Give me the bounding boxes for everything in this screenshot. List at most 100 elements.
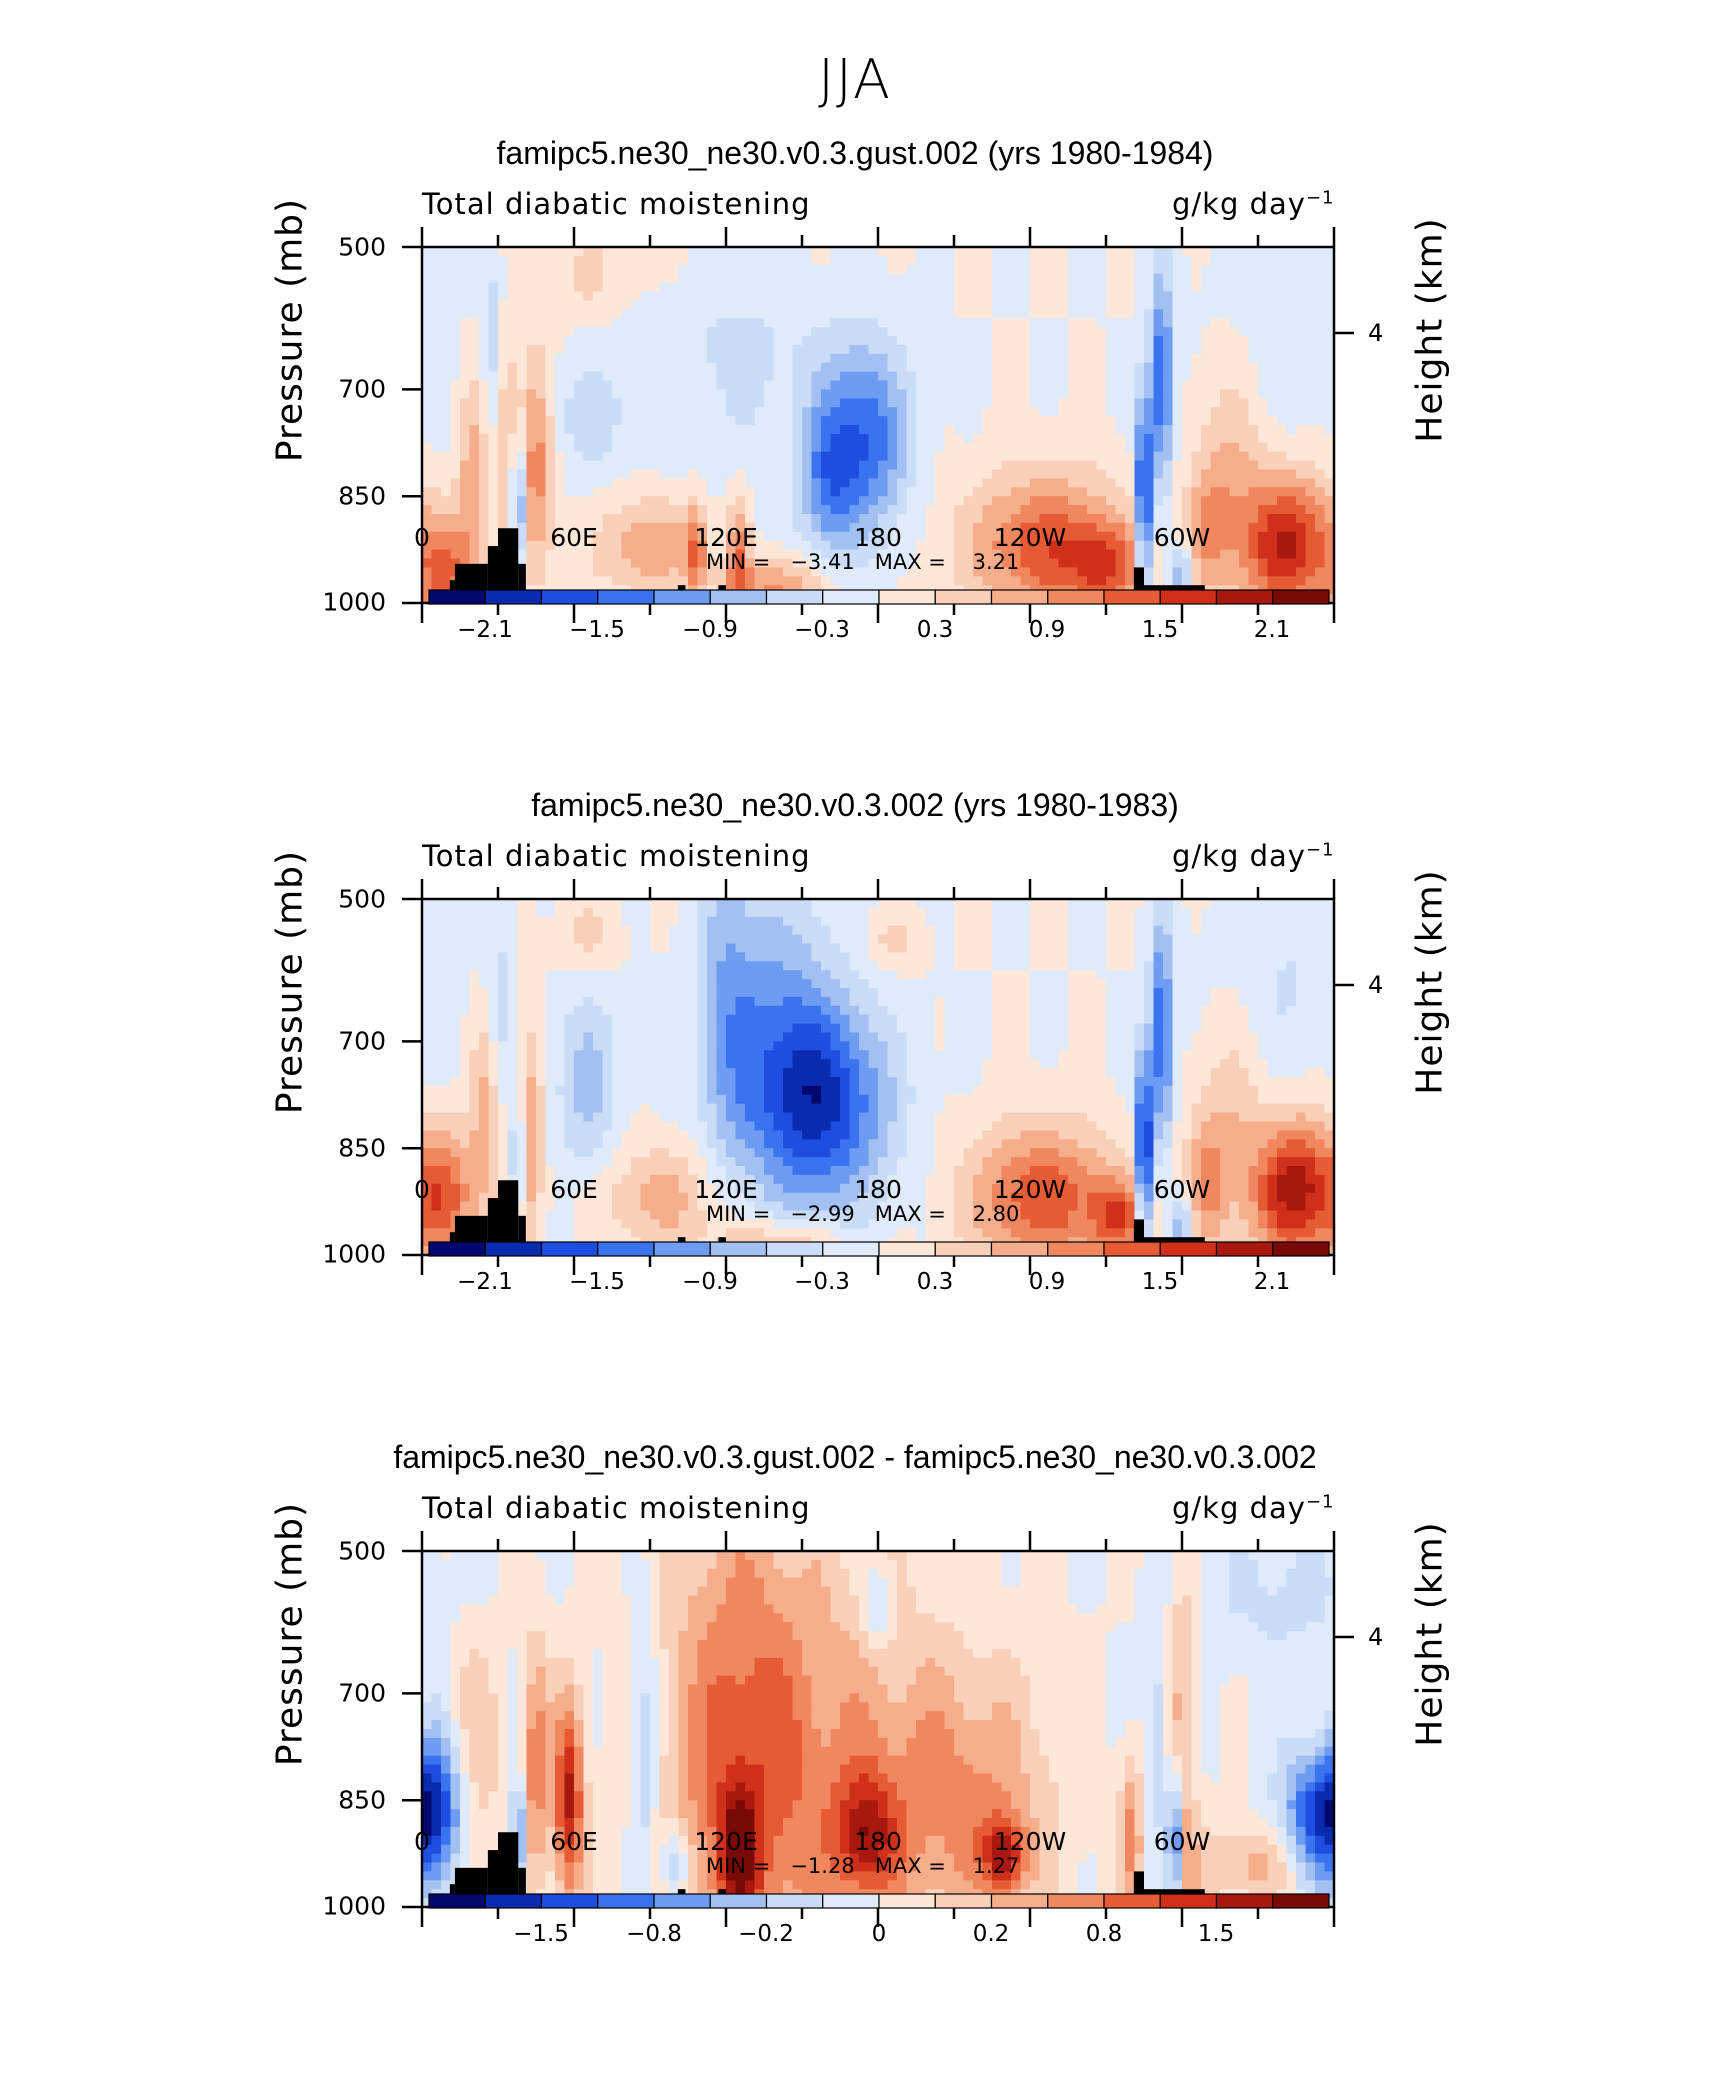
heatmap-cell — [622, 1059, 632, 1069]
heatmap-cell — [945, 514, 955, 524]
heatmap-cell — [764, 576, 774, 586]
heatmap-cell — [869, 381, 879, 391]
heatmap-cell — [869, 461, 879, 471]
heatmap-cell — [422, 478, 432, 488]
heatmap-cell — [973, 532, 983, 542]
heatmap-cell — [584, 1219, 594, 1229]
heatmap-cell — [1002, 363, 1012, 373]
heatmap-cell — [451, 327, 461, 337]
heatmap-cell — [527, 292, 537, 302]
heatmap-cell — [536, 1068, 546, 1078]
heatmap-cell — [1125, 559, 1135, 569]
heatmap-cell — [650, 1113, 660, 1123]
heatmap-cell — [717, 309, 727, 319]
heatmap-cell — [527, 541, 537, 551]
heatmap-cell — [964, 470, 974, 480]
heatmap-cell — [954, 487, 964, 497]
heatmap-cell — [631, 336, 641, 346]
heatmap-cell — [878, 452, 888, 462]
heatmap-cell — [1211, 541, 1221, 551]
heatmap-cell — [1106, 327, 1116, 337]
heatmap-cell — [1144, 487, 1154, 497]
heatmap-cell — [1268, 363, 1278, 373]
heatmap-cell — [1068, 470, 1078, 480]
heatmap-cell — [1125, 567, 1135, 577]
heatmap-cell — [1087, 363, 1097, 373]
heatmap-cell — [565, 1059, 575, 1069]
heatmap-cell — [840, 389, 850, 399]
heatmap-cell — [574, 487, 584, 497]
heatmap-cell — [1078, 407, 1088, 417]
heatmap-cell — [878, 336, 888, 346]
heatmap-cell — [1277, 559, 1287, 569]
heatmap-cell — [517, 505, 527, 514]
heatmap-cell — [907, 292, 917, 302]
heatmap-cell — [1211, 461, 1221, 471]
heatmap-cell — [1002, 309, 1012, 319]
heatmap-cell — [1211, 265, 1221, 275]
heatmap-cell — [641, 576, 651, 586]
heatmap-cell — [660, 470, 670, 480]
heatmap-cell — [631, 988, 641, 998]
heatmap-cell — [1182, 434, 1192, 444]
heatmap-cell — [584, 988, 594, 998]
heatmap-cell — [669, 997, 679, 1007]
heatmap-cell — [1135, 354, 1145, 364]
heatmap-cell — [489, 1050, 499, 1060]
heatmap-cell — [802, 541, 812, 551]
heatmap-cell — [498, 478, 508, 488]
heatmap-cell — [451, 274, 461, 284]
heatmap-cell — [660, 899, 670, 909]
heatmap-cell — [1268, 576, 1278, 586]
heatmap-cell — [1277, 318, 1287, 328]
heatmap-cell — [593, 407, 603, 417]
heatmap-cell — [1239, 576, 1249, 586]
heatmap-cell — [422, 434, 432, 444]
heatmap-cell — [1258, 247, 1268, 257]
heatmap-cell — [1306, 461, 1316, 471]
heatmap-cell — [1154, 381, 1164, 391]
heatmap-cell — [935, 416, 945, 426]
heatmap-cell — [688, 452, 698, 462]
heatmap-cell — [432, 372, 442, 382]
heatmap-cell — [650, 1068, 660, 1078]
heatmap-cell — [432, 1148, 442, 1158]
heatmap-cell — [451, 363, 461, 373]
heatmap-cell — [1125, 372, 1135, 382]
heatmap-cell — [755, 452, 765, 462]
heatmap-cell — [460, 1068, 470, 1078]
heatmap-cell — [1002, 354, 1012, 364]
heatmap-cell — [1021, 443, 1031, 453]
colorbar-swatch — [879, 590, 935, 604]
heatmap-cell — [850, 576, 860, 586]
heatmap-cell — [603, 1219, 613, 1229]
heatmap-cell — [1163, 283, 1173, 293]
heatmap-cell — [432, 1157, 442, 1167]
heatmap-cell — [1021, 372, 1031, 382]
heatmap-cell — [1211, 247, 1221, 257]
heatmap-cell — [1144, 336, 1154, 346]
heatmap-cell — [1144, 309, 1154, 319]
heatmap-cell — [622, 1095, 632, 1105]
heatmap-cell — [954, 532, 964, 542]
heatmap-cell — [536, 496, 546, 506]
heatmap-cell — [1277, 461, 1287, 471]
heatmap-cell — [850, 274, 860, 284]
heatmap-cell — [631, 514, 641, 524]
heatmap-cell — [945, 532, 955, 542]
heatmap-cell — [831, 452, 841, 462]
heatmap-cell — [584, 345, 594, 355]
heatmap-cell — [1144, 398, 1154, 408]
heatmap-cell — [1002, 576, 1012, 586]
heatmap-cell — [546, 1086, 556, 1096]
heatmap-cell — [650, 1130, 660, 1140]
heatmap-cell — [945, 292, 955, 302]
heatmap-cell — [536, 1041, 546, 1051]
heatmap-cell — [1220, 550, 1230, 560]
heatmap-cell — [812, 274, 822, 284]
heatmap-cell — [1230, 496, 1240, 506]
heatmap-cell — [1125, 478, 1135, 488]
heatmap-cell — [783, 505, 793, 514]
heatmap-cell — [631, 926, 641, 936]
heatmap-cell — [536, 1104, 546, 1114]
